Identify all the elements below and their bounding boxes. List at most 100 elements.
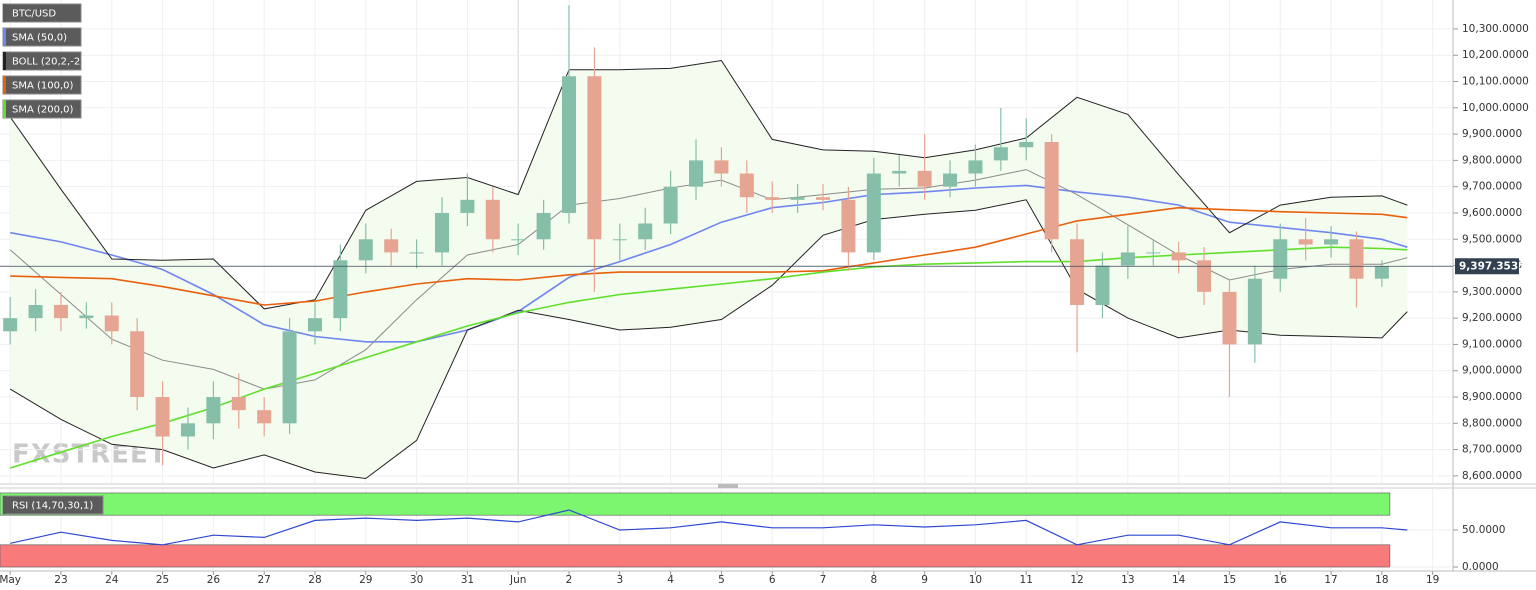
legend-swatch [3,28,6,46]
candle-body [663,186,678,224]
candle-body [1019,141,1034,148]
x-tick-label: 12 [1070,574,1083,586]
x-tick-label: 2 [566,574,573,586]
x-tick-label: 13 [1121,574,1134,586]
x-tick-label: 24 [105,574,119,586]
x-tick-label: 9 [921,574,928,586]
candle-body [841,199,856,253]
x-tick-label: 29 [359,574,372,586]
y-tick-label: 0.0000 [1462,561,1499,573]
candle-body [307,318,322,332]
y-tick-label: 9,800.0000 [1462,154,1522,166]
y-tick-label: 9,000.0000 [1462,365,1522,377]
candle-body [943,173,958,187]
candle-body [1146,252,1161,254]
candle-body [765,197,780,200]
x-tick-label: 5 [718,574,725,586]
candle-body [1222,291,1237,345]
candle-body [1095,265,1110,305]
x-tick-label: 16 [1274,574,1288,586]
sma-line [9,246,1408,469]
last-price-tag [1455,258,1519,275]
legend-swatch [3,496,6,514]
candle-body [79,315,94,319]
y-tick-label: 9,700.0000 [1462,181,1522,193]
x-tick-label: 27 [257,574,270,586]
x-tick-label: 3 [616,574,623,586]
x-tick-label: Jun [509,574,526,586]
candle-body [790,197,805,200]
x-tick-label: 17 [1324,574,1337,586]
candle-body [968,160,983,174]
legend-label: RSI (14,70,30,1) [12,501,93,512]
candle-body [536,212,551,240]
y-tick-label: 8,700.0000 [1462,444,1522,456]
x-tick-label: 6 [769,574,776,586]
x-tick-label: 15 [1223,574,1236,586]
legend-swatch [3,52,6,70]
legend-label: SMA (100,0) [12,81,74,92]
candle-body [689,160,704,187]
candle-body [1374,266,1389,279]
candle-body [1070,239,1085,305]
y-tick-label: 9,900.0000 [1462,128,1522,140]
candle-body [587,76,602,240]
candle-body [638,223,653,240]
x-tick-label: 18 [1375,574,1388,586]
x-tick-label: 19 [1426,574,1439,586]
candle-body [1247,278,1262,345]
sma-line [10,206,1408,306]
y-tick-label: 10,000.0000 [1462,102,1529,114]
candle-body [612,239,627,241]
y-tick-label: 50.0000 [1462,524,1505,536]
candle-body [257,410,272,424]
x-tick-label: 4 [667,574,674,586]
candle-body [1197,260,1212,292]
legend-label: SMA (50,0) [12,33,67,44]
candle-body [1349,239,1364,279]
y-tick-label: 9,600.0000 [1462,207,1522,219]
candle-body [1120,252,1135,266]
candle-body [333,260,348,319]
candle-body [511,239,526,241]
candle-body [104,315,119,332]
y-tick-label: 10,300.0000 [1462,23,1529,35]
x-tick-label: 25 [156,574,169,586]
x-tick-label: 30 [410,574,423,586]
candle-body [434,212,449,253]
bollinger-lower [9,199,1408,480]
candle-body [485,199,500,240]
candle-body [180,423,195,437]
legend-label: BOLL (20,2,-2) [12,57,84,68]
candle-body [1298,239,1313,245]
y-tick-label: 8,600.0000 [1462,470,1522,482]
candle-body [28,304,43,319]
y-tick-label: 10,200.0000 [1462,49,1529,61]
rsi-band [0,492,1391,516]
x-tick-label: 8 [870,574,877,586]
candle-body [562,76,577,213]
y-tick-label: 9,300.0000 [1462,286,1522,298]
y-tick-label: 8,900.0000 [1462,391,1522,403]
candle-body [282,331,297,424]
candle-body [1044,141,1059,240]
candle-body [206,397,221,424]
candle-body [1273,239,1288,279]
legend-label: SMA (200,0) [12,105,74,116]
candle-body [409,252,424,254]
resize-handle[interactable] [718,484,738,488]
sma-line [10,184,1408,343]
legend-swatch [3,4,6,22]
x-tick-label: 23 [54,574,67,586]
x-tick-label: 10 [969,574,982,586]
legend-swatch [3,100,6,118]
rsi-band [0,544,1391,568]
x-tick-label: 11 [1020,574,1033,586]
candle-body [358,239,373,261]
y-tick-label: 9,200.0000 [1462,312,1522,324]
candle-body [3,318,18,332]
candle-body [460,199,475,213]
candle-body [53,304,68,319]
legend-label: BTC/USD [12,9,56,20]
